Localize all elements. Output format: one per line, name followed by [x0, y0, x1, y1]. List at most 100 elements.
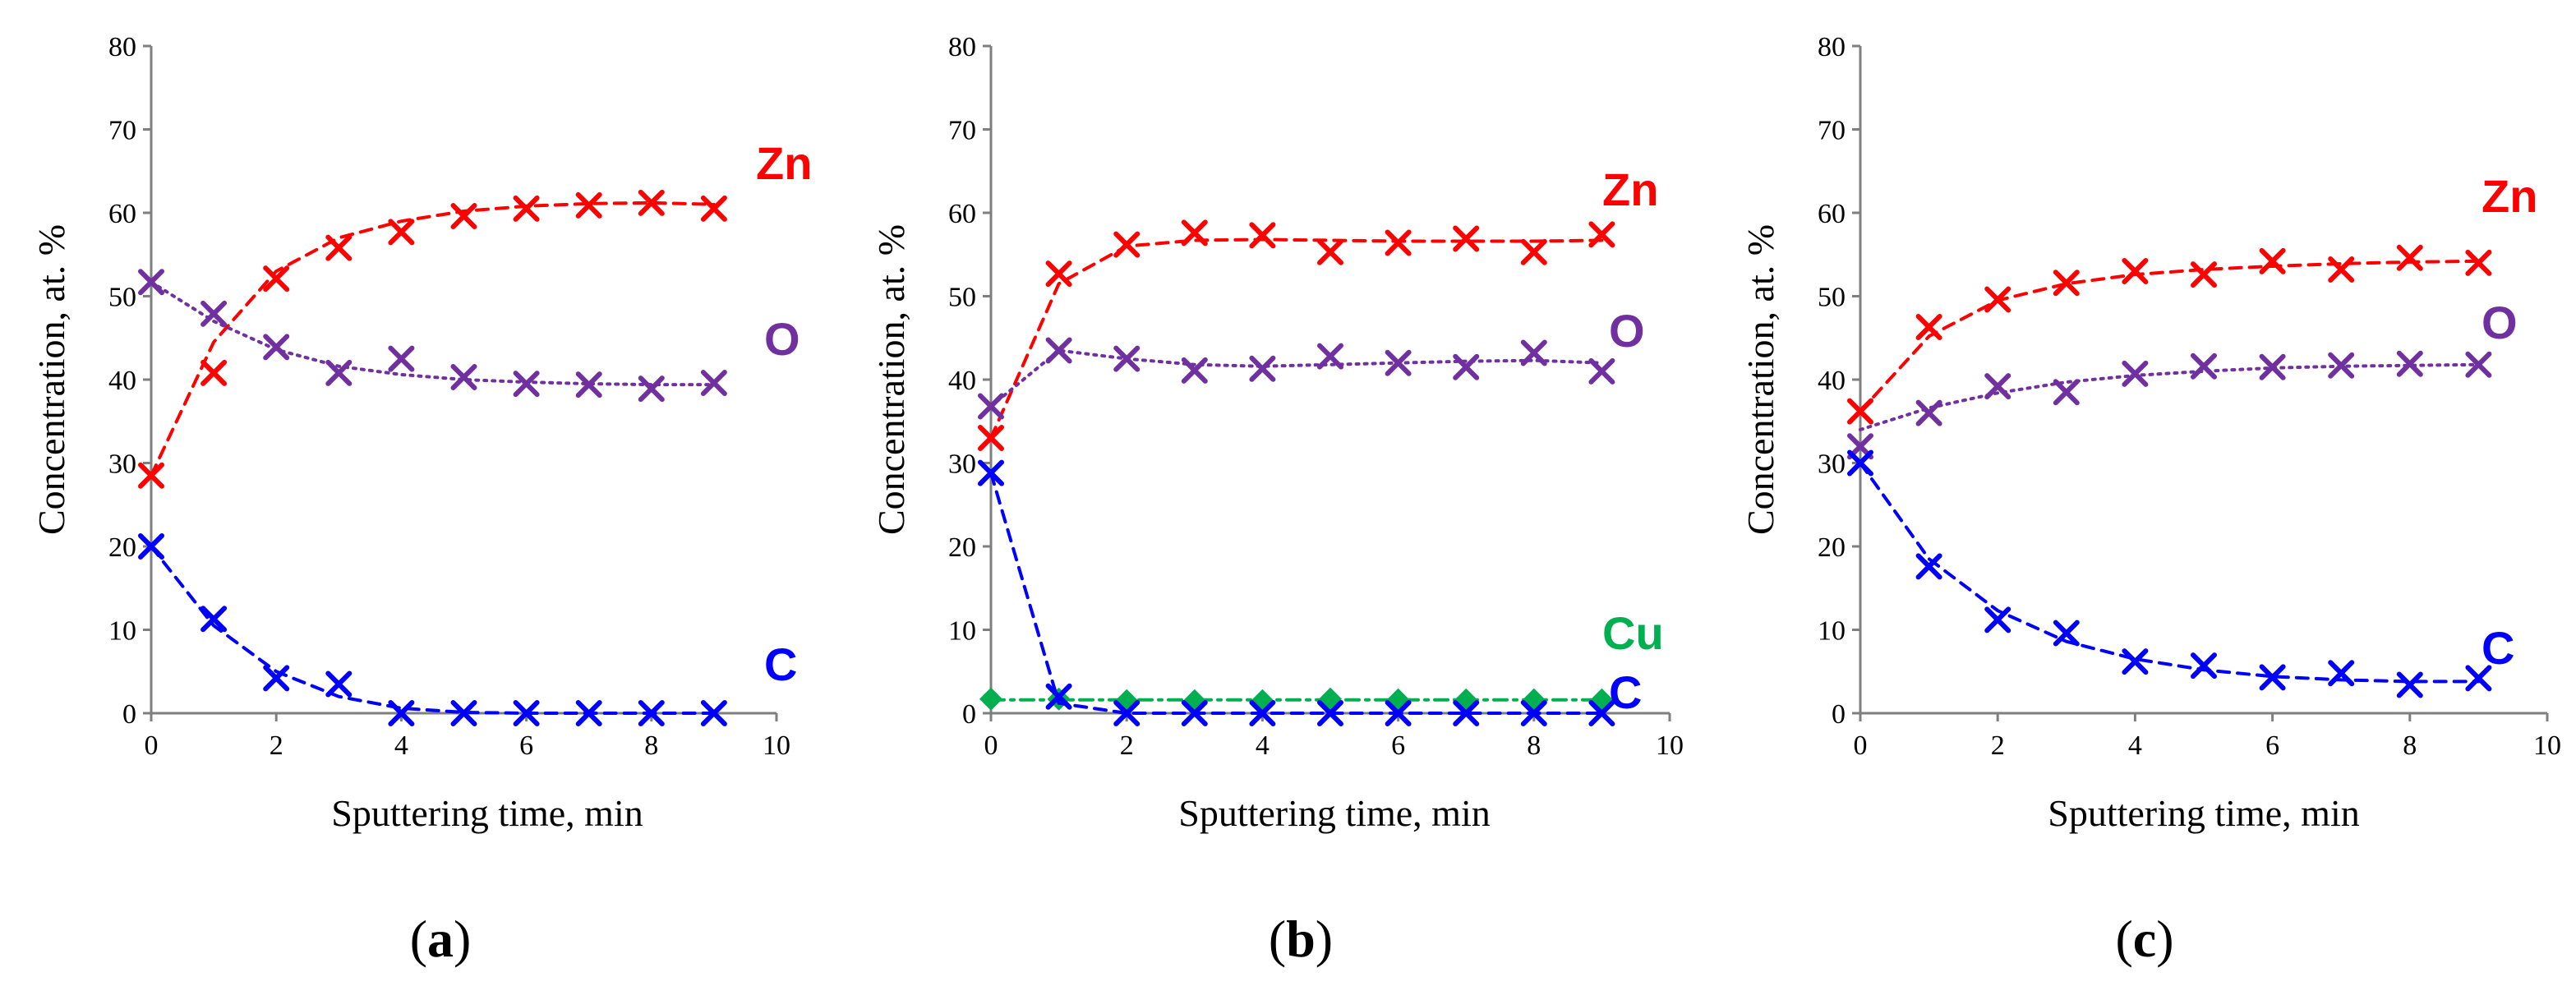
y-tick-label: 10	[1818, 616, 1846, 647]
caption-close: )	[2156, 910, 2173, 968]
data-point-o	[1919, 403, 1940, 424]
series-label-zn: Zn	[756, 137, 812, 189]
x-tick-label: 8	[1527, 730, 1541, 761]
y-tick-label: 0	[962, 699, 976, 730]
y-tick-label: 0	[1832, 699, 1846, 730]
data-point-o	[454, 366, 475, 388]
x-tick-label: 0	[145, 730, 159, 761]
caption-letter: a	[427, 910, 454, 968]
x-axis-title: Sputtering time, min	[331, 792, 643, 834]
x-tick-label: 4	[394, 730, 408, 761]
y-tick-label: 80	[108, 32, 136, 62]
series-label-c: C	[1609, 666, 1642, 718]
data-point-zn	[1251, 224, 1273, 246]
data-point-zn	[2124, 260, 2145, 282]
caption-open: (	[2115, 910, 2132, 968]
y-axis-title: Concentration, at. %	[870, 224, 912, 535]
y-tick-label: 60	[108, 199, 136, 229]
data-point-zn	[1523, 242, 1545, 263]
y-tick-label: 30	[948, 449, 976, 480]
x-tick-label: 6	[2265, 730, 2279, 761]
data-point-zn	[1116, 234, 1137, 256]
y-tick-label: 70	[108, 116, 136, 146]
y-tick-label: 40	[108, 366, 136, 396]
data-point-c	[328, 673, 349, 694]
series-label-c: C	[2482, 622, 2514, 674]
y-tick-label: 10	[108, 616, 136, 647]
data-point-o	[2193, 356, 2214, 377]
data-point-zn	[703, 198, 725, 219]
x-tick-label: 8	[2403, 730, 2417, 761]
y-axis-title: Concentration, at. %	[30, 224, 72, 535]
data-point-zn	[203, 362, 224, 384]
caption-close: )	[1316, 910, 1333, 968]
series-line-c	[151, 546, 714, 713]
x-tick-label: 10	[763, 730, 790, 761]
panel-a: Concentration, at. % Sputtering time, mi…	[30, 32, 812, 968]
y-tick-label: 50	[1818, 283, 1846, 313]
y-tick-label: 40	[1818, 366, 1846, 396]
data-point-zn	[390, 221, 412, 242]
series-line-c	[991, 473, 1601, 713]
panel-caption-c: (c)	[2115, 910, 2173, 968]
data-point-cu	[1251, 689, 1274, 712]
series-label-zn: Zn	[2482, 170, 2537, 222]
series-line-o	[991, 350, 1601, 406]
data-point-zn	[2262, 251, 2283, 272]
x-tick-label: 2	[270, 730, 283, 761]
data-point-o	[2056, 381, 2077, 403]
data-point-o	[390, 348, 412, 370]
series-line-zn	[151, 203, 714, 476]
data-point-o	[1251, 358, 1273, 380]
data-point-o	[1455, 357, 1477, 378]
data-point-zn	[2399, 247, 2421, 269]
x-tick-label: 4	[1256, 730, 1270, 761]
figure: Concentration, at. % Sputtering time, mi…	[0, 0, 2576, 986]
data-point-zn	[1455, 228, 1477, 249]
y-tick-label: 20	[948, 532, 976, 563]
panel-caption-b: (b)	[1269, 910, 1333, 968]
data-point-o	[641, 378, 662, 399]
caption-letter: c	[2133, 910, 2156, 968]
y-tick-label: 0	[122, 699, 136, 730]
y-tick-label: 30	[1818, 449, 1846, 480]
data-point-zn	[454, 205, 475, 227]
series-label-zn: Zn	[1602, 164, 1658, 215]
x-tick-label: 4	[2128, 730, 2142, 761]
y-tick-label: 70	[948, 116, 976, 146]
data-point-zn	[516, 198, 537, 219]
y-tick-label: 80	[1818, 32, 1846, 62]
x-axis-title: Sputtering time, min	[2048, 792, 2359, 834]
data-point-zn	[2330, 259, 2352, 280]
data-point-o	[2399, 353, 2421, 375]
x-tick-label: 0	[1854, 730, 1868, 761]
y-tick-label: 50	[108, 283, 136, 313]
data-point-cu	[1115, 689, 1138, 712]
series-line-o	[1860, 365, 2478, 430]
series-label-o: O	[764, 313, 800, 365]
y-tick-label: 60	[1818, 199, 1846, 229]
data-point-o	[1048, 339, 1070, 361]
data-point-o	[1591, 361, 1612, 382]
data-point-cu	[1183, 689, 1206, 712]
y-tick-label: 50	[948, 283, 976, 313]
panel-c: Concentration, at. % Sputtering time, mi…	[1740, 32, 2561, 968]
series-line-c	[1860, 463, 2478, 682]
caption-open: (	[410, 910, 427, 968]
series-label-c: C	[764, 638, 797, 690]
y-tick-label: 60	[948, 199, 976, 229]
caption-open: (	[1269, 910, 1286, 968]
x-tick-label: 10	[2533, 730, 2561, 761]
x-tick-label: 8	[644, 730, 658, 761]
panel-b: Concentration, at. % Sputtering time, mi…	[870, 32, 1684, 968]
data-point-c	[2399, 674, 2421, 695]
y-tick-label: 20	[1818, 532, 1846, 563]
y-tick-label: 10	[948, 616, 976, 647]
series-label-cu: Cu	[1602, 607, 1664, 659]
data-point-zn	[1320, 242, 1341, 263]
data-point-zn	[328, 237, 349, 259]
y-tick-label: 40	[948, 366, 976, 396]
x-tick-label: 2	[1120, 730, 1134, 761]
data-point-zn	[1048, 263, 1070, 284]
x-tick-label: 10	[1656, 730, 1684, 761]
